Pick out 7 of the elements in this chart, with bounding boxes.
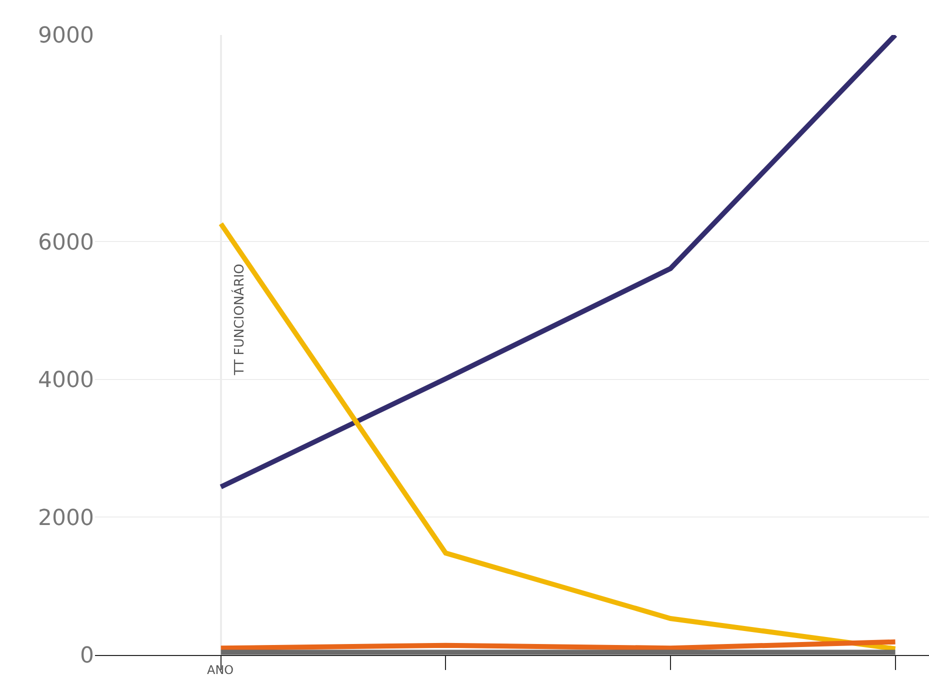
x-axis-title: ANO: [207, 663, 234, 677]
y-axis-title: TT FUNCIONÁRIO: [230, 264, 248, 376]
y-tick-label: 4000: [38, 368, 94, 394]
y-tick-label: 2000: [38, 506, 94, 531]
y-tick-label: 9000: [38, 24, 94, 49]
y-tick-label: 6000: [38, 230, 94, 256]
y-tick-label: 0: [80, 644, 94, 669]
